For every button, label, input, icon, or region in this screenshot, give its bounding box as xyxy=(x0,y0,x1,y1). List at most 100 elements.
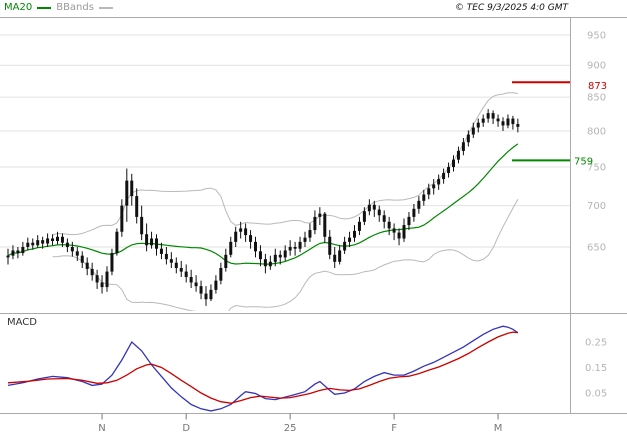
candle-body xyxy=(234,231,238,242)
bollinger-lower-line xyxy=(52,199,519,311)
candle-body xyxy=(397,232,401,239)
candle-body xyxy=(387,221,391,229)
candle-body xyxy=(100,282,104,288)
candle-body xyxy=(130,180,134,197)
month-label: M xyxy=(494,423,503,434)
candle-body xyxy=(209,289,213,300)
candle-body xyxy=(11,250,15,256)
macd-tick-label: 0.15 xyxy=(585,363,607,374)
candle-body xyxy=(511,118,515,125)
candle-body xyxy=(105,271,109,288)
price-tick-label: 950 xyxy=(587,31,606,42)
ma20-legend-swatch-icon xyxy=(37,6,52,9)
candle-body xyxy=(471,127,475,135)
candle-body xyxy=(362,211,366,222)
candle-body xyxy=(70,247,74,252)
candle-body xyxy=(26,242,30,247)
candle-body xyxy=(56,236,59,242)
macd-tick-label: 0.05 xyxy=(585,389,607,400)
candle-body xyxy=(16,250,20,254)
price-tick-label: 750 xyxy=(587,163,606,174)
candle-body xyxy=(461,142,465,151)
candle-body xyxy=(293,247,297,249)
candle-body xyxy=(442,173,446,180)
candle-body xyxy=(268,261,272,267)
price-tick-label: 650 xyxy=(587,243,606,254)
candle-body xyxy=(417,200,421,209)
candle-body xyxy=(476,122,480,128)
candle-body xyxy=(367,204,371,212)
price-tick-label: 700 xyxy=(587,201,606,212)
candle-body xyxy=(41,240,45,244)
candle-body xyxy=(189,277,193,283)
candle-body xyxy=(412,208,416,217)
candle-body xyxy=(204,293,208,300)
candle-body xyxy=(377,209,381,216)
candle-body xyxy=(90,268,94,276)
candle-body xyxy=(184,271,188,278)
candle-body xyxy=(150,238,154,246)
macd-panel-label: MACD xyxy=(7,317,37,328)
candle-body xyxy=(328,236,332,255)
candle-body xyxy=(496,118,500,122)
candle-body xyxy=(254,241,257,252)
candle-body xyxy=(120,205,124,232)
candle-body xyxy=(343,241,347,251)
candle-body xyxy=(145,234,149,246)
candle-body xyxy=(159,248,163,254)
candle-body xyxy=(135,196,139,217)
candle-body xyxy=(214,280,218,290)
candle-body xyxy=(516,124,520,127)
main-plot-group xyxy=(6,92,520,311)
candle-body xyxy=(318,213,322,217)
copyright-text: © TEC 9/3/2025 4:0 GMT xyxy=(454,3,568,13)
candle-body xyxy=(80,255,84,263)
candle-body xyxy=(164,253,168,260)
candle-body xyxy=(110,253,114,272)
price-tick-label: 850 xyxy=(587,93,606,104)
candle-body xyxy=(174,262,178,269)
month-label: F xyxy=(391,423,397,434)
candle-body xyxy=(308,230,312,238)
candle-body xyxy=(199,286,203,294)
ma20-line xyxy=(7,143,519,265)
candle-body xyxy=(278,254,282,258)
candle-body xyxy=(466,134,470,143)
macd-signal-line xyxy=(7,331,518,404)
level-label-759: 759 xyxy=(574,156,593,167)
candle-body xyxy=(402,225,406,239)
candle-body xyxy=(46,238,50,244)
candle-body xyxy=(447,167,451,174)
bbands-legend-label: BBands xyxy=(56,2,94,13)
candle-body xyxy=(60,236,64,243)
candle-body xyxy=(422,194,426,201)
candle-body xyxy=(372,204,376,210)
candle-body xyxy=(194,282,198,287)
macd-line xyxy=(7,325,519,412)
candle-body xyxy=(491,113,495,119)
candle-body xyxy=(273,254,277,262)
candle-body xyxy=(481,118,485,123)
candle-body xyxy=(432,184,436,189)
candle-body xyxy=(338,250,342,262)
candle-body xyxy=(437,179,441,185)
candle-body xyxy=(75,251,79,256)
candle-body xyxy=(501,121,505,126)
candle-body xyxy=(313,216,317,231)
bbands-legend-swatch-icon xyxy=(98,6,113,9)
candle-body xyxy=(486,113,490,119)
candle-body xyxy=(382,215,386,222)
ma20-legend-label: MA20 xyxy=(4,2,33,13)
candle-body xyxy=(348,237,352,242)
candle-body xyxy=(239,228,243,232)
candle-body xyxy=(263,259,267,267)
candle-body xyxy=(6,255,10,258)
candle-body xyxy=(244,228,248,236)
candle-body xyxy=(95,275,99,283)
candle-body xyxy=(353,230,356,238)
price-tick-label: 900 xyxy=(587,61,606,72)
candle-body xyxy=(357,221,361,231)
candle-body xyxy=(169,259,173,263)
candle-body xyxy=(85,262,89,269)
